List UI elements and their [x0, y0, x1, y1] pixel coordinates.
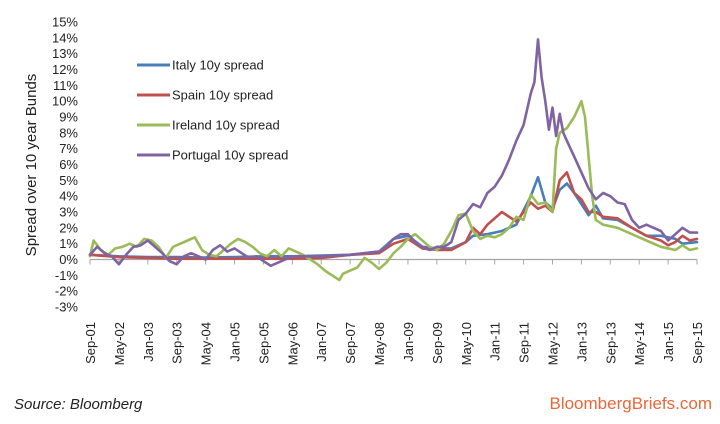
y-tick-label: 3%: [59, 205, 78, 220]
y-tick-label: 9%: [59, 110, 78, 125]
brand-watermark: BloombergBriefs.com: [549, 394, 712, 413]
y-tick-label: 11%: [53, 78, 78, 93]
legend-label: Ireland 10y spread: [172, 118, 280, 133]
x-tick-label: May-02: [112, 322, 127, 365]
series-line-spain: [88, 171, 699, 260]
x-tick-label: Sep-15: [690, 322, 705, 364]
y-tick-label: 5%: [59, 173, 78, 188]
y-tick-label: 8%: [59, 125, 78, 140]
y-tick-label: 15%: [52, 15, 78, 30]
y-tick-label: 0%: [59, 252, 78, 267]
y-tick-label: -2%: [55, 284, 79, 299]
x-tick-label: May-04: [199, 322, 214, 365]
x-tick-label: Jan-05: [228, 322, 243, 362]
x-tick-label: Sep-13: [603, 322, 618, 364]
legend-label: Portugal 10y spread: [172, 148, 288, 163]
y-tick-label: -1%: [55, 268, 79, 283]
series-line-italy: [88, 175, 699, 259]
y-tick-label: 14%: [52, 30, 78, 45]
series-line-ireland: [88, 99, 699, 282]
y-tick-label: 12%: [52, 62, 78, 77]
series-lines: [88, 38, 699, 282]
x-tick-label: Sep-11: [517, 322, 532, 363]
y-tick-label: 7%: [59, 141, 78, 156]
y-tick-label: -3%: [55, 300, 79, 315]
x-tick-label: Jan-11: [488, 322, 503, 361]
x-tick-label: Sep-01: [83, 322, 98, 364]
y-axis-label-group: Spread over 10 year Bunds: [23, 74, 40, 257]
y-tick-label: 4%: [59, 189, 78, 204]
x-tick-label: May-08: [372, 322, 387, 365]
x-tick-label: May-12: [545, 322, 560, 365]
legend-label: Italy 10y spread: [172, 58, 264, 73]
x-tick-label: Jan-03: [141, 322, 156, 362]
x-tick-label: Jan-07: [314, 322, 329, 362]
y-tick-label: 6%: [59, 157, 78, 172]
y-axis-ticks: -3%-2%-1%0%1%2%3%4%5%6%7%8%9%10%11%12%13…: [52, 15, 78, 315]
x-tick-label: May-10: [459, 322, 474, 365]
y-tick-label: 1%: [59, 236, 78, 251]
x-axis-ticks: Sep-01 May-02 Jan-03 Sep-03 May-04 Jan-05 Sep-…: [83, 259, 705, 365]
series-line-portugal: [88, 38, 699, 268]
y-tick-label: 2%: [59, 220, 78, 235]
x-tick-label: Sep-05: [256, 322, 271, 364]
y-tick-label: 10%: [52, 94, 78, 109]
legend: Italy 10y spread Spain 10y spread Ireland …: [137, 58, 288, 163]
source-note: Source: Bloomberg: [14, 396, 143, 413]
x-tick-label: Sep-09: [430, 322, 445, 364]
x-tick-label: Jan-13: [574, 322, 589, 362]
y-tick-label: 13%: [52, 46, 78, 61]
x-tick-label: Jan-15: [661, 322, 676, 362]
x-tick-label: May-06: [285, 322, 300, 365]
x-tick-label: Jan-09: [401, 322, 416, 362]
x-tick-label: May-14: [632, 322, 647, 365]
y-axis-label: Spread over 10 year Bunds: [23, 74, 40, 257]
x-tick-label: Sep-07: [343, 322, 358, 364]
legend-label: Spain 10y spread: [172, 88, 273, 103]
x-tick-label: Sep-03: [170, 322, 185, 364]
